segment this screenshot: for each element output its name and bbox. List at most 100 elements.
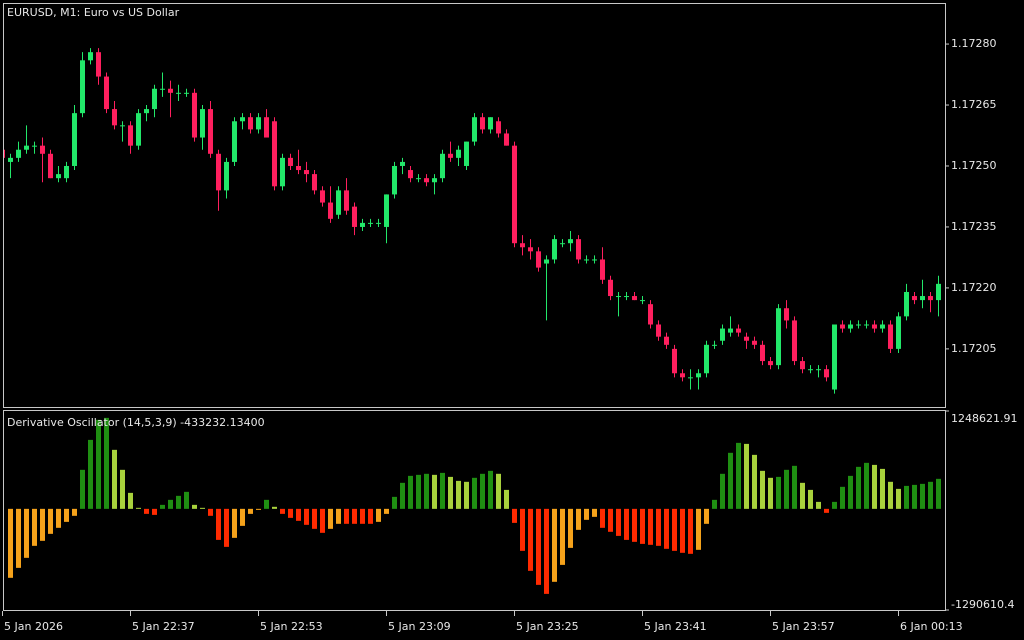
x-tick-label: 5 Jan 22:53 bbox=[260, 620, 323, 633]
oscillator-bar bbox=[840, 486, 845, 509]
oscillator-bar bbox=[688, 508, 693, 554]
candle-body bbox=[272, 121, 277, 187]
candle-body bbox=[520, 243, 525, 248]
oscillator-bar bbox=[560, 508, 565, 565]
candle-body bbox=[712, 344, 717, 346]
candle-body bbox=[864, 324, 869, 326]
candle-body bbox=[488, 117, 493, 130]
oscillator-bar bbox=[664, 508, 669, 549]
oscillator-bar bbox=[784, 469, 789, 509]
oscillator-bar bbox=[672, 508, 677, 551]
oscillator-bar bbox=[872, 464, 877, 509]
axes: 1.17280 1.17265 1.17250 1.17235 1.17220 1.172… bbox=[2, 37, 1017, 633]
candle-body bbox=[120, 125, 125, 127]
candle-body bbox=[64, 165, 69, 179]
candle-body bbox=[928, 296, 933, 301]
oscillator-bar bbox=[736, 442, 741, 509]
candle-body bbox=[224, 161, 229, 191]
candle-body bbox=[448, 153, 453, 158]
oscillator-bar bbox=[912, 484, 917, 509]
candle-body bbox=[208, 109, 213, 154]
oscillator-bar bbox=[32, 508, 37, 546]
oscillator-bar bbox=[720, 473, 725, 509]
y-tick-label: 1.17220 bbox=[951, 281, 997, 294]
candle-body bbox=[296, 165, 301, 171]
candle-body bbox=[736, 328, 741, 333]
oscillator-bar bbox=[760, 470, 765, 509]
oscillator-bar bbox=[320, 508, 325, 533]
candle-body bbox=[304, 170, 309, 175]
candle-body bbox=[768, 361, 773, 366]
candle-body bbox=[264, 117, 269, 138]
oscillator-bar bbox=[56, 508, 61, 528]
candle-body bbox=[696, 373, 701, 378]
oscillator-bar bbox=[232, 508, 237, 538]
candle-body bbox=[40, 145, 45, 154]
oscillator-bar bbox=[464, 481, 469, 509]
candle-body bbox=[144, 109, 149, 114]
candle-body bbox=[808, 369, 813, 371]
candle-body bbox=[528, 247, 533, 252]
candle-body bbox=[688, 377, 693, 379]
oscillator-bar bbox=[704, 508, 709, 524]
oscillator-bar bbox=[160, 504, 165, 509]
x-tick-label: 5 Jan 2026 bbox=[4, 620, 63, 633]
oscillator-bar bbox=[416, 474, 421, 509]
candle-body bbox=[536, 251, 541, 268]
candle-body bbox=[848, 324, 853, 329]
candle-body bbox=[632, 296, 637, 301]
candle-body bbox=[56, 174, 61, 179]
candle-body bbox=[104, 76, 109, 110]
oscillator-bar bbox=[656, 508, 661, 546]
oscillator-bar bbox=[136, 507, 141, 509]
candle-body bbox=[96, 52, 101, 77]
symbol-title: EURUSD, M1: Euro vs US Dollar bbox=[7, 6, 180, 19]
candle-body bbox=[496, 121, 501, 134]
candle-body bbox=[248, 117, 253, 130]
candle-body bbox=[856, 324, 861, 326]
oscillator-bar bbox=[8, 508, 13, 578]
candle-body bbox=[800, 361, 805, 370]
candle-body bbox=[392, 165, 397, 195]
oscillator-bar bbox=[48, 508, 53, 534]
oscillator-bar bbox=[152, 508, 157, 515]
oscillator-bar bbox=[936, 478, 941, 509]
oscillator-bar bbox=[800, 482, 805, 509]
x-tick-label: 5 Jan 23:57 bbox=[772, 620, 835, 633]
oscillator-bar bbox=[408, 475, 413, 509]
candle-body bbox=[408, 170, 413, 179]
oscillator-bar bbox=[64, 508, 69, 522]
oscillator-bar bbox=[200, 507, 205, 509]
oscillator-bar bbox=[40, 508, 45, 541]
candle-body bbox=[504, 133, 509, 146]
candle-body bbox=[816, 369, 821, 371]
candle-body bbox=[880, 324, 885, 329]
oscillator-bar bbox=[568, 508, 573, 548]
oscillator-bar bbox=[816, 501, 821, 509]
x-tick-label: 5 Jan 23:09 bbox=[388, 620, 451, 633]
oscillator-bar bbox=[472, 477, 477, 509]
candle-body bbox=[872, 324, 877, 329]
oscillator-bar bbox=[328, 508, 333, 529]
candle-body bbox=[136, 113, 141, 146]
candle-body bbox=[824, 369, 829, 378]
candle-body bbox=[720, 328, 725, 341]
oscillator-bar bbox=[280, 508, 285, 514]
oscillator-bar bbox=[336, 508, 341, 524]
oscillator-bar bbox=[224, 508, 229, 547]
y-tick-label: 1.17265 bbox=[951, 98, 997, 111]
oscillator-bar bbox=[256, 508, 261, 510]
candle-body bbox=[672, 348, 677, 374]
oscillator-bar bbox=[352, 508, 357, 524]
oscillator-bar bbox=[824, 508, 829, 513]
oscillator-bar bbox=[112, 449, 117, 509]
candle-body bbox=[424, 178, 429, 183]
oscillator-bar bbox=[208, 508, 213, 516]
oscillator-bar bbox=[384, 508, 389, 514]
candle-body bbox=[24, 145, 29, 150]
oscillator-bar bbox=[576, 508, 581, 530]
oscillator-bar bbox=[88, 439, 93, 509]
candle-body bbox=[728, 328, 733, 333]
candle-body bbox=[336, 190, 341, 215]
oscillator-bar bbox=[96, 419, 101, 509]
